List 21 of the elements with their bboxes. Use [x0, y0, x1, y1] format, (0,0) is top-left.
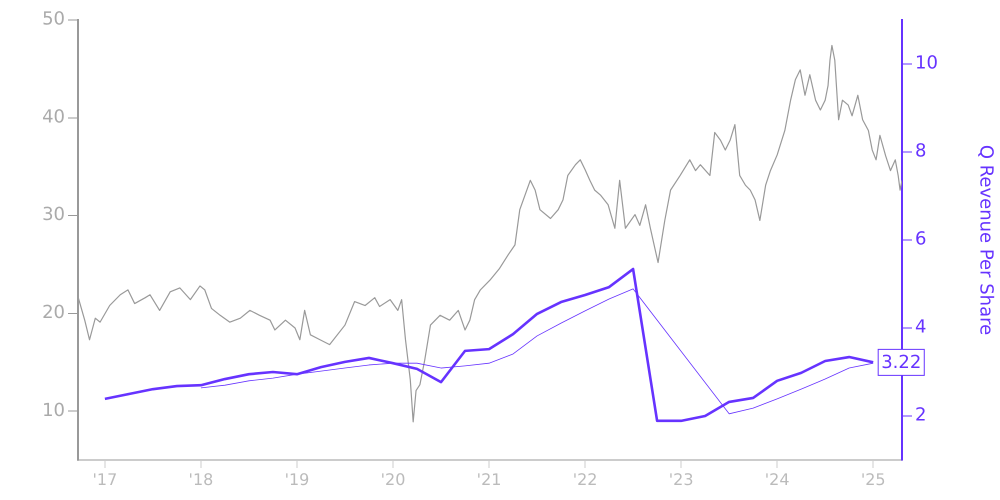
- x-tick-label: '25: [860, 470, 886, 489]
- y2-tick-label: 8: [915, 140, 926, 162]
- x-tick-label: '20: [380, 470, 406, 489]
- y2-tick-label: 10: [915, 52, 938, 74]
- data-label: 3.22: [881, 352, 922, 373]
- y-tick-label: 20: [42, 302, 65, 324]
- x-tick-label: '24: [764, 470, 790, 489]
- y2-axis-title: Q Revenue Per Share: [976, 144, 997, 336]
- x-tick-label: '21: [476, 470, 502, 489]
- y-tick-label: 40: [42, 106, 65, 128]
- x-tick-label: '23: [668, 470, 694, 489]
- x-tick-label: '18: [188, 470, 214, 489]
- y2-tick-label: 6: [915, 228, 926, 250]
- y-tick-label: 10: [42, 400, 65, 421]
- x-tick-label: '17: [92, 470, 118, 489]
- x-tick-label: '19: [284, 470, 310, 489]
- y-tick-label: 50: [42, 8, 65, 30]
- y2-tick-label: 4: [915, 316, 926, 338]
- y-tick-label: 30: [42, 204, 65, 226]
- x-tick-label: '22: [572, 470, 598, 489]
- y2-tick-label: 2: [915, 404, 926, 426]
